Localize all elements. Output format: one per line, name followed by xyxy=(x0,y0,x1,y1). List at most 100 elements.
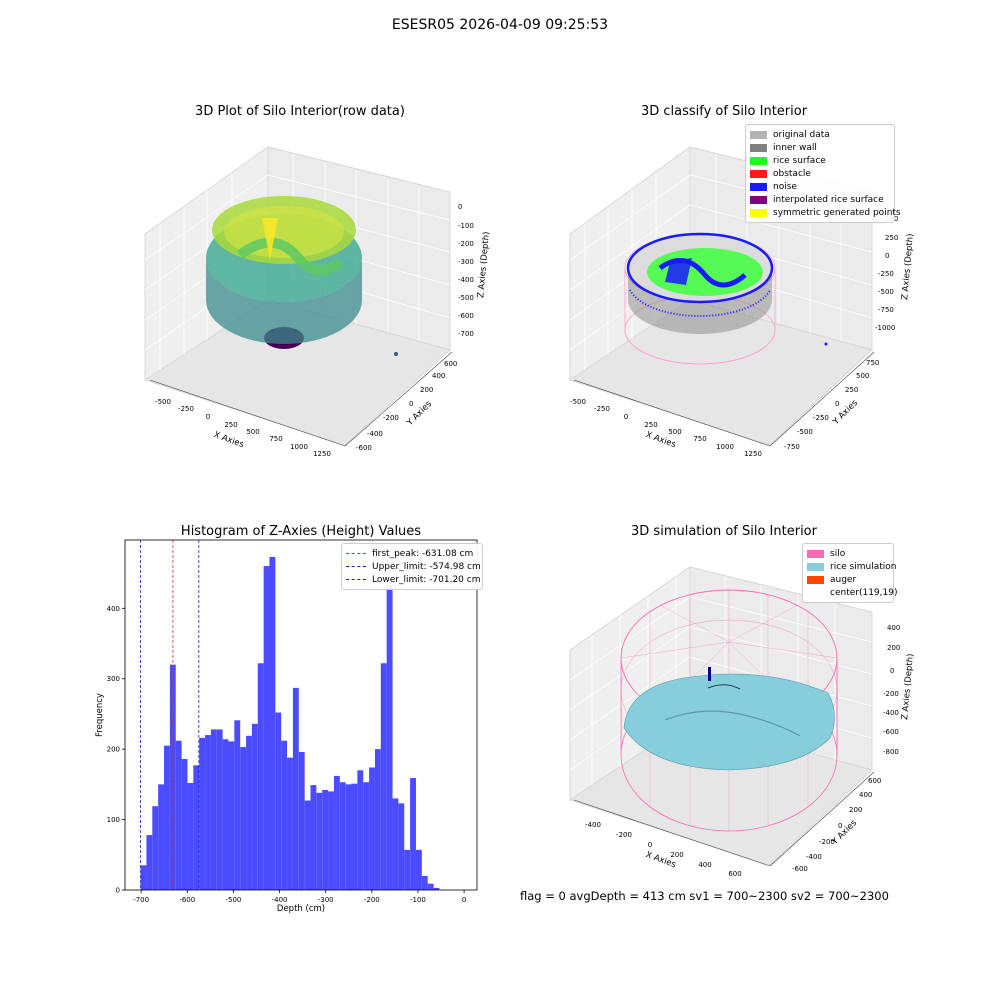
legend-entry: symmetric generated points xyxy=(750,206,901,219)
histogram-x-ticks: -700 -600 -500 -400 -300 -200 -100 0 xyxy=(133,890,466,904)
histogram-y-ticks: 0 100 200 300 400 xyxy=(107,605,125,895)
histogram-bar xyxy=(427,883,434,890)
histogram-bar xyxy=(380,663,387,890)
histogram-bar xyxy=(281,740,288,890)
panel2-x-ticks: -500 -250 0 250 500 750 1000 1250 xyxy=(570,398,762,458)
histogram-bar xyxy=(216,729,223,890)
tick-label: 400 xyxy=(698,861,711,869)
panel4-z-ticks: 400 200 0 -200 -400 -600 -800 xyxy=(883,624,900,756)
x-tick-label: -100 xyxy=(410,896,426,904)
tick-label: -250 xyxy=(594,405,610,413)
histogram-bar xyxy=(140,865,147,890)
histogram-bar xyxy=(421,875,428,890)
tick-label: -700 xyxy=(458,330,474,338)
tick-label: 250 xyxy=(644,421,657,429)
histogram-bar xyxy=(146,835,153,890)
tick-label: 200 xyxy=(670,851,683,859)
histogram-bar xyxy=(193,765,200,890)
tick-label: -500 xyxy=(878,288,894,296)
status-line: flag = 0 avgDepth = 413 cm sv1 = 700~230… xyxy=(520,889,889,903)
histogram-bar xyxy=(404,849,411,890)
legend-label: Lower_limit: -701.20 cm xyxy=(372,574,481,585)
y-tick-label: 400 xyxy=(107,605,120,613)
tick-label: 0 xyxy=(835,400,839,408)
tick-label: -400 xyxy=(367,430,383,438)
legend-label: obstacle xyxy=(773,168,811,179)
histogram-bar xyxy=(357,770,364,890)
histogram-bar xyxy=(251,723,258,890)
tick-label: 500 xyxy=(856,372,869,380)
tick-label: 0 xyxy=(624,413,628,421)
tick-label: 0 xyxy=(458,203,462,211)
histogram-y-label: Frequency xyxy=(95,693,105,737)
tick-label: -600 xyxy=(458,312,474,320)
legend-label: noise xyxy=(773,181,797,192)
x-tick-label: -200 xyxy=(364,896,380,904)
legend-entry: rice surface xyxy=(750,154,888,167)
auger-icon xyxy=(708,667,711,681)
x-tick-label: 0 xyxy=(462,896,466,904)
tick-label: -200 xyxy=(383,414,399,422)
histogram-bar xyxy=(228,741,235,890)
panel4-legend: silo rice simulation auger center(119,19… xyxy=(802,543,897,603)
tick-label: 0 xyxy=(409,400,413,408)
legend-swatch xyxy=(750,195,767,204)
histogram-bar xyxy=(269,556,276,890)
tick-label: -100 xyxy=(458,222,474,230)
histogram-reference-lines xyxy=(140,540,200,890)
legend-line xyxy=(346,579,366,580)
legend-label: Upper_limit: -574.98 cm xyxy=(372,561,481,572)
legend-entry: noise xyxy=(750,180,888,193)
tick-label: -600 xyxy=(356,444,372,452)
panel1-x-ticks: -500 -250 0 250 500 750 1000 1250 xyxy=(155,398,331,458)
tick-label: 750 xyxy=(693,435,706,443)
legend-swatch xyxy=(750,130,767,139)
panel1-y-ticks: -600 -400 -200 0 200 400 600 xyxy=(356,360,457,452)
tick-label: 200 xyxy=(849,806,862,814)
histogram-bar xyxy=(333,775,340,890)
histogram-bar xyxy=(339,782,346,890)
panel4-3d-plot: -400 -200 0 200 400 600 X Axies -600 -40… xyxy=(568,566,916,878)
tick-label: 600 xyxy=(444,360,457,368)
y-tick-label: 100 xyxy=(107,816,120,824)
tick-label: -400 xyxy=(458,276,474,284)
histogram-bar xyxy=(275,712,282,890)
tick-label: -750 xyxy=(784,443,800,451)
tick-label: 600 xyxy=(868,777,881,785)
histogram-x-label: Depth (cm) xyxy=(277,904,325,914)
histogram-bar xyxy=(322,790,329,890)
panel2-gridlines xyxy=(569,154,873,370)
legend-entry: center(119,19) xyxy=(807,586,897,599)
tick-label: 500 xyxy=(246,428,259,436)
histogram-bar xyxy=(158,784,165,890)
tick-label: 250 xyxy=(224,421,237,429)
panel2-title: 3D classify of Silo Interior xyxy=(640,104,808,119)
histogram-bar xyxy=(328,791,334,890)
tick-label: -1000 xyxy=(875,324,895,332)
tick-label: -400 xyxy=(806,853,822,861)
tick-label: 1000 xyxy=(716,443,734,451)
tick-label: 400 xyxy=(887,624,900,632)
legend-label: interpolated rice surface xyxy=(773,194,884,205)
panel2-legend: original data inner wall rice surface ob… xyxy=(745,124,901,223)
histogram-bar xyxy=(345,784,352,890)
histogram-bar xyxy=(222,739,229,890)
tick-label: 1250 xyxy=(744,450,762,458)
tick-label: 1000 xyxy=(290,443,308,451)
tick-label: -500 xyxy=(155,398,171,406)
tick-label: 200 xyxy=(420,386,433,394)
legend-entry: silo xyxy=(807,547,887,560)
histogram-bar xyxy=(263,566,270,890)
tick-label: -250 xyxy=(878,270,894,278)
x-tick-label: -700 xyxy=(133,896,149,904)
tick-label: -250 xyxy=(178,405,194,413)
histogram-axes-frame xyxy=(124,539,478,891)
x-tick-label: -500 xyxy=(225,896,241,904)
tick-label: -250 xyxy=(813,414,829,422)
tick-label: -200 xyxy=(883,690,899,698)
histogram-bar xyxy=(205,735,211,890)
panel2-3d-plot: -500 -250 0 250 500 750 1000 1250 X Axie… xyxy=(568,146,916,458)
legend-swatch xyxy=(807,549,824,558)
tick-label: 400 xyxy=(859,791,872,799)
legend-label: original data xyxy=(773,129,830,140)
